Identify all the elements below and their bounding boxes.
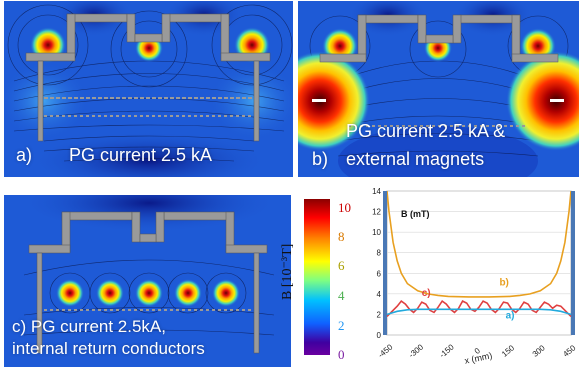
colorbar-unit-label: B [10⁻³T] xyxy=(280,243,295,300)
x-axis-label: x (mm) xyxy=(464,350,493,366)
colorbar-tick: 8 xyxy=(338,229,345,244)
panel-b-caption-line2: external magnets xyxy=(346,149,485,169)
panel-c-field-map xyxy=(4,195,291,367)
colorbar-tick: 4 xyxy=(338,288,345,303)
series-label-a: a) xyxy=(506,311,515,322)
colorbar-tick: 6 xyxy=(338,258,345,273)
x-tick-label: -450 xyxy=(376,342,394,360)
colorbar-tick: 10 xyxy=(338,200,351,215)
y-tick-label: 4 xyxy=(377,290,382,299)
colorbar-tick: 2 xyxy=(338,318,345,333)
series-line-a xyxy=(387,308,571,316)
panel-b-field-map xyxy=(298,1,579,177)
panel-a-field-map xyxy=(4,1,293,177)
y-tick-label: 8 xyxy=(377,249,382,258)
panel-a-letter: a) xyxy=(16,145,33,165)
series-line-b xyxy=(387,191,571,298)
right-wall-marker xyxy=(571,191,575,335)
series-label-b: b) xyxy=(499,278,508,289)
chart-title: B (mT) xyxy=(401,209,430,219)
series-label-c: c) xyxy=(422,288,431,299)
field-profile-chart: 0 2 4 6 8 10 12 14 -450 -300 -150 0 150 300 450 x (mm) B… xyxy=(372,187,578,366)
x-tick-label: 450 xyxy=(561,343,577,359)
panel-b-caption-line1: PG current 2.5 kA & xyxy=(346,121,506,141)
x-tick-label: 150 xyxy=(500,343,516,359)
left-wall-marker xyxy=(383,191,387,335)
y-tick-label: 10 xyxy=(372,228,381,237)
x-tick-label: 300 xyxy=(531,343,547,359)
panel-c-caption-line1: c) PG current 2.5kA, xyxy=(12,317,166,336)
x-tick-label: -150 xyxy=(438,342,456,360)
y-tick-label: 6 xyxy=(377,269,382,278)
y-tick-label: 2 xyxy=(377,310,382,319)
panel-b-letter: b) xyxy=(312,149,329,169)
colorbar xyxy=(304,199,330,355)
y-tick-label: 14 xyxy=(372,187,381,196)
y-tick-label: 0 xyxy=(377,331,382,340)
y-tick-label: 12 xyxy=(372,208,381,217)
panel-c: c) PG current 2.5kA, internal return con… xyxy=(4,195,291,367)
panel-b: PG current 2.5 kA & b) external magnets xyxy=(298,1,579,177)
x-tick-label: -300 xyxy=(407,342,425,360)
panel-a-caption: PG current 2.5 kA xyxy=(69,145,213,165)
panel-c-caption-line2: internal return conductors xyxy=(12,339,205,358)
x-tick-label: 0 xyxy=(473,346,483,356)
panel-a: a) PG current 2.5 kA xyxy=(4,1,293,177)
colorbar-tick: 0 xyxy=(338,347,345,362)
